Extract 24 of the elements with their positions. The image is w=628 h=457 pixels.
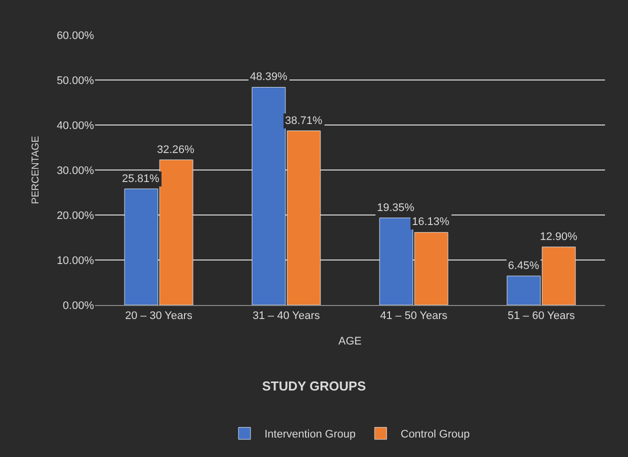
y-tick-label: 60.00% bbox=[56, 30, 94, 42]
data-label: 6.45% bbox=[508, 260, 540, 272]
x-tick-label: 51 – 60 Years bbox=[508, 310, 576, 322]
x-tick-label: 31 – 40 Years bbox=[252, 310, 320, 322]
y-tick-label: 0.00% bbox=[62, 300, 94, 312]
data-label: 48.39% bbox=[250, 71, 288, 83]
y-tick-label: 50.00% bbox=[56, 74, 94, 87]
text: STUDY GROUPS bbox=[262, 378, 366, 394]
data-label: 16.13% bbox=[412, 216, 450, 228]
x-tick-label: 20 – 30 Years bbox=[125, 310, 193, 322]
data-label: 19.35% bbox=[377, 202, 415, 214]
y-tick-label: 20.00% bbox=[56, 210, 94, 222]
legend-label: Control Group bbox=[400, 428, 470, 441]
y-tick-label: 40.00% bbox=[56, 120, 94, 132]
x-tick-label: 41 – 50 Years bbox=[380, 310, 448, 322]
x-axis-title: AGE bbox=[338, 335, 362, 348]
legend-label: Intervention Group bbox=[264, 428, 356, 441]
data-label: 12.90% bbox=[540, 231, 578, 243]
y-axis-title: PERCENTAGE bbox=[30, 136, 42, 204]
y-tick-label: 30.00% bbox=[56, 164, 94, 177]
data-label: 32.26% bbox=[157, 144, 195, 156]
data-label: 38.71% bbox=[285, 115, 323, 127]
y-tick-label: 10.00% bbox=[56, 254, 94, 267]
data-label: 25.81% bbox=[122, 173, 160, 185]
